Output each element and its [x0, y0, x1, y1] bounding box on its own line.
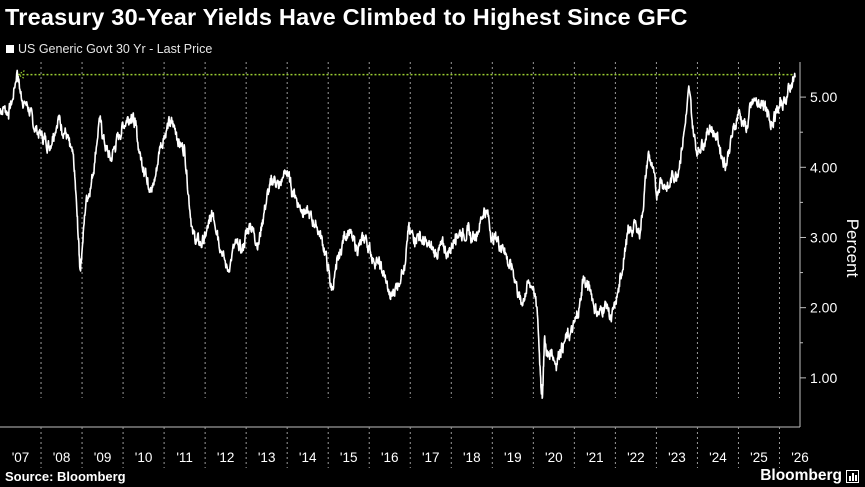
- x-tick-label: '08: [53, 450, 71, 465]
- x-tick-label: '17: [422, 450, 440, 465]
- reference-arrow: [17, 70, 25, 80]
- y-tick-label: 3.00: [810, 229, 837, 245]
- legend-swatch: [6, 45, 14, 53]
- x-tick-label: '12: [217, 450, 235, 465]
- series-line-30yr-yield: [0, 69, 796, 399]
- y-tick-label: 4.00: [810, 159, 837, 175]
- source-note: Source: Bloomberg: [5, 469, 126, 484]
- brand-name: Bloomberg: [760, 467, 842, 484]
- x-tick-label: '16: [381, 450, 399, 465]
- x-tick-label: '24: [709, 450, 727, 465]
- x-tick-label: '26: [791, 450, 809, 465]
- x-tick-label: '13: [258, 450, 276, 465]
- x-tick-label: '18: [463, 450, 481, 465]
- y-axis-label: Percent: [843, 219, 862, 278]
- x-tick-label: '23: [668, 450, 686, 465]
- x-tick-label: '11: [176, 450, 193, 465]
- legend: US Generic Govt 30 Yr - Last Price: [6, 42, 212, 56]
- x-tick-label: '15: [340, 450, 358, 465]
- x-tick-label: '19: [504, 450, 522, 465]
- bloomberg-logo-icon: [846, 469, 859, 483]
- x-tick-label: '25: [750, 450, 768, 465]
- x-tick-label: '09: [94, 450, 112, 465]
- legend-label: US Generic Govt 30 Yr - Last Price: [18, 42, 213, 56]
- brand: Bloomberg: [760, 467, 859, 485]
- x-tick-label: '10: [135, 450, 153, 465]
- x-tick-label: '14: [299, 450, 317, 465]
- x-tick-label: '21: [586, 450, 604, 465]
- chart-title: Treasury 30-Year Yields Have Climbed to …: [5, 4, 688, 30]
- y-tick-label: 5.00: [810, 89, 837, 105]
- y-tick-label: 2.00: [810, 300, 837, 316]
- y-tick-label: 1.00: [810, 370, 837, 386]
- x-tick-label: '22: [627, 450, 645, 465]
- x-tick-label: '20: [545, 450, 563, 465]
- x-tick-label: '07: [12, 450, 30, 465]
